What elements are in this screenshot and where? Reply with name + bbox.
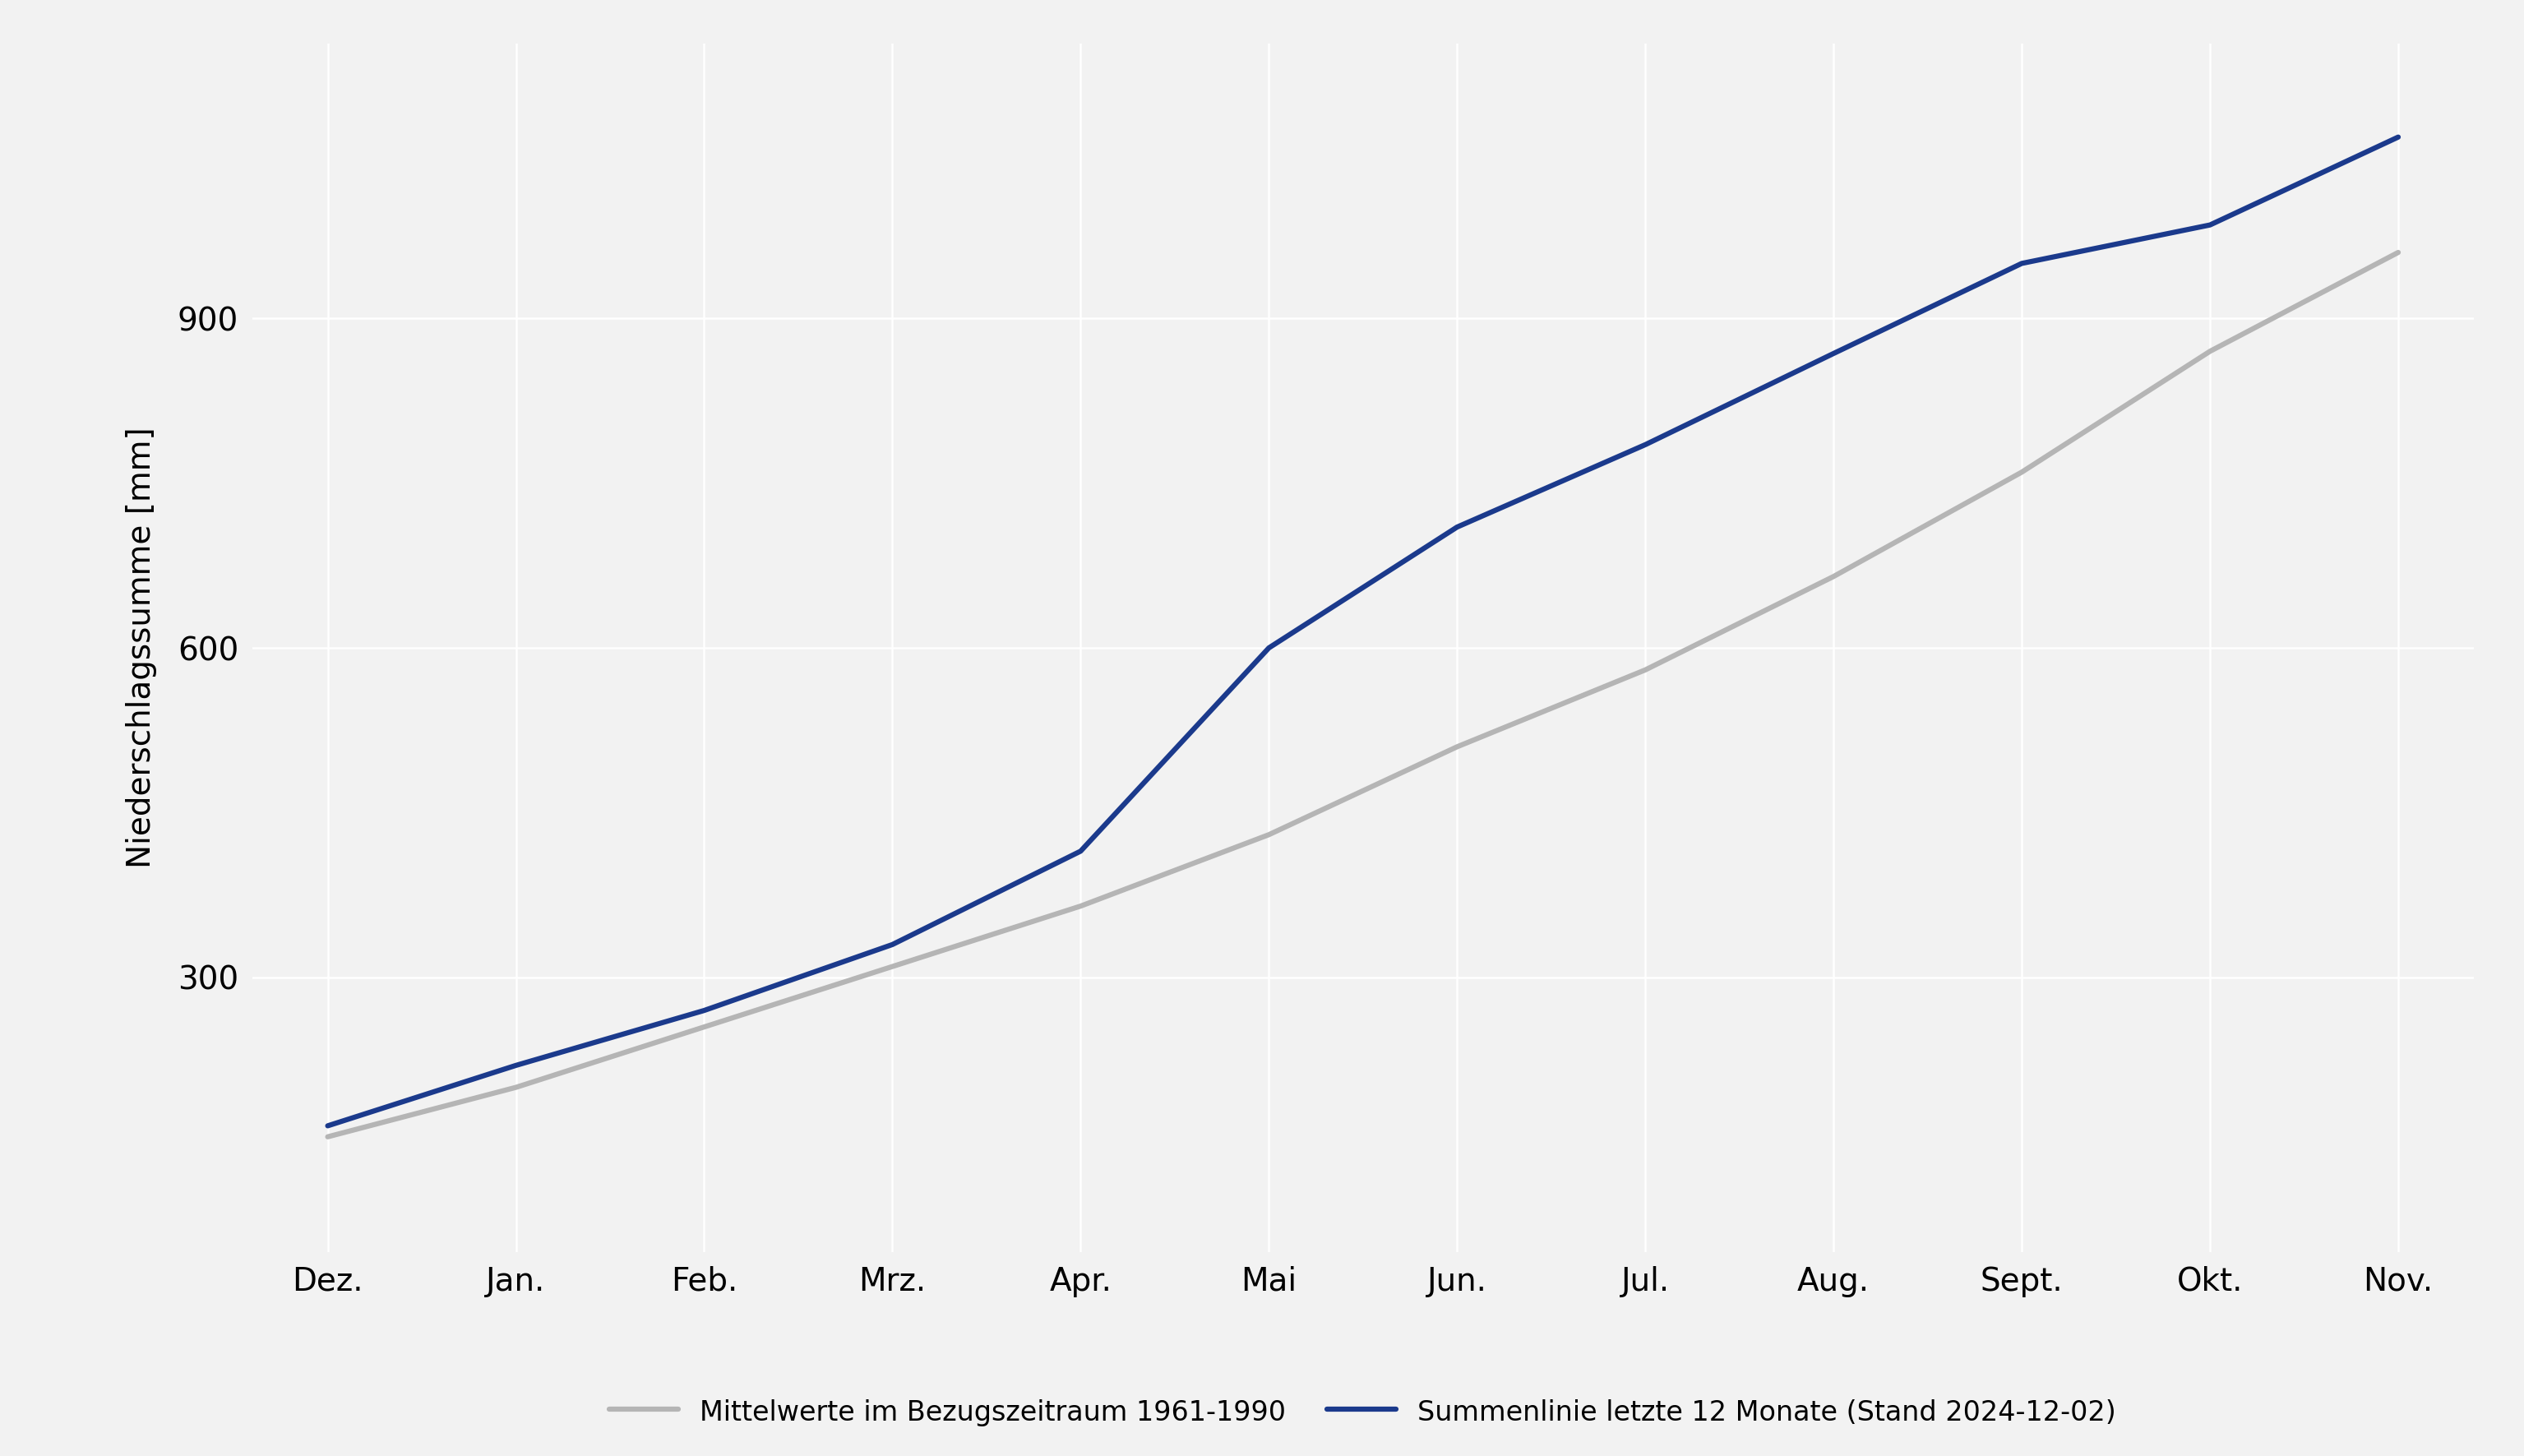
Mittelwerte im Bezugszeitraum 1961-1990 [2196,342,2226,360]
Mittelwerte im Bezugszeitraum 1961-1990 [1254,826,1285,843]
Mittelwerte im Bezugszeitraum 1961-1990 [1065,897,1095,914]
Mittelwerte im Bezugszeitraum 1961-1990 [500,1079,530,1096]
Summenlinie letzte 12 Monate (Stand 2024-12-02) [2196,217,2226,234]
Summenlinie letzte 12 Monate (Stand 2024-12-02) [1254,639,1285,657]
Summenlinie letzte 12 Monate (Stand 2024-12-02) [313,1117,343,1134]
Y-axis label: Niederschlagssumme [mm]: Niederschlagssumme [mm] [126,427,156,869]
Summenlinie letzte 12 Monate (Stand 2024-12-02) [1817,345,1848,363]
Summenlinie letzte 12 Monate (Stand 2024-12-02) [2007,255,2037,272]
Mittelwerte im Bezugszeitraum 1961-1990 [2383,243,2413,261]
Mittelwerte im Bezugszeitraum 1961-1990 [1441,738,1471,756]
Summenlinie letzte 12 Monate (Stand 2024-12-02) [1631,435,1661,453]
Summenlinie letzte 12 Monate (Stand 2024-12-02) [878,936,909,954]
Mittelwerte im Bezugszeitraum 1961-1990 [1817,568,1848,585]
Line: Mittelwerte im Bezugszeitraum 1961-1990: Mittelwerte im Bezugszeitraum 1961-1990 [328,252,2398,1137]
Summenlinie letzte 12 Monate (Stand 2024-12-02) [689,1002,719,1019]
Mittelwerte im Bezugszeitraum 1961-1990 [878,958,909,976]
Summenlinie letzte 12 Monate (Stand 2024-12-02) [500,1057,530,1075]
Summenlinie letzte 12 Monate (Stand 2024-12-02) [1065,843,1095,860]
Summenlinie letzte 12 Monate (Stand 2024-12-02) [1441,518,1471,536]
Legend: Mittelwerte im Bezugszeitraum 1961-1990, Summenlinie letzte 12 Monate (Stand 202: Mittelwerte im Bezugszeitraum 1961-1990,… [598,1386,2128,1437]
Summenlinie letzte 12 Monate (Stand 2024-12-02) [2383,128,2413,146]
Mittelwerte im Bezugszeitraum 1961-1990 [313,1128,343,1146]
Mittelwerte im Bezugszeitraum 1961-1990 [1631,661,1661,678]
Mittelwerte im Bezugszeitraum 1961-1990 [689,1018,719,1035]
Mittelwerte im Bezugszeitraum 1961-1990 [2007,463,2037,480]
Line: Summenlinie letzte 12 Monate (Stand 2024-12-02): Summenlinie letzte 12 Monate (Stand 2024… [328,137,2398,1125]
